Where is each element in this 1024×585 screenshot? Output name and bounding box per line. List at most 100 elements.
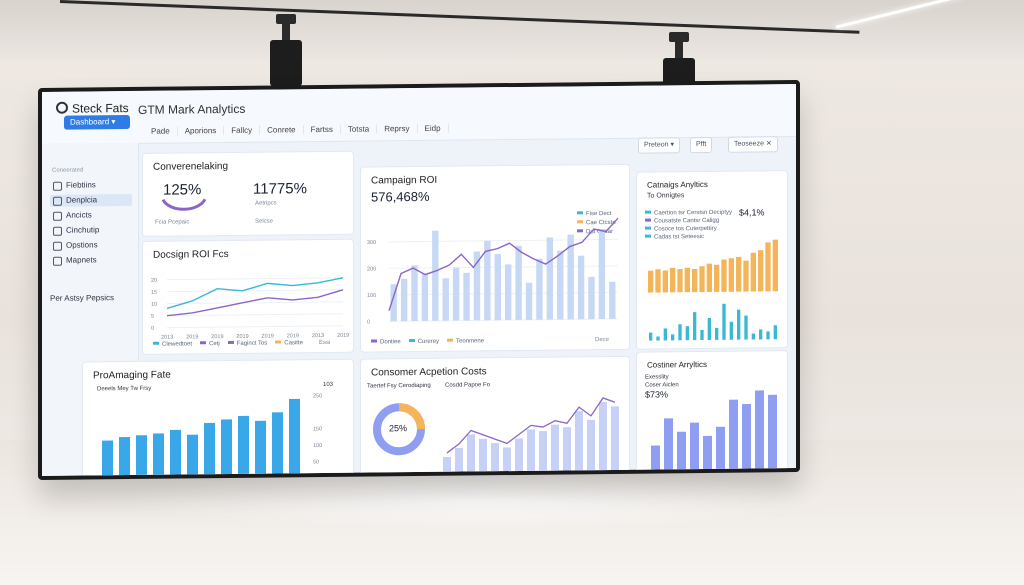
dashboard: Steck Fats GTM Mark Analytics Dashboard …	[42, 84, 796, 476]
tab-1[interactable]: Aporions	[177, 126, 225, 136]
y-tick-label: 0	[151, 326, 154, 332]
legend-entry: Clewedtoet	[153, 341, 193, 348]
card-conversion[interactable]: Converenelaking 125% Fcia Pcepaic 11775%…	[142, 150, 354, 237]
dashboard-button[interactable]: Dashboard ▾	[64, 115, 130, 130]
legend-swatch	[200, 341, 207, 345]
gridline	[167, 277, 343, 281]
ceiling	[0, 0, 1024, 60]
bar-secondary	[737, 309, 741, 340]
bar	[473, 251, 481, 321]
legend-entry: Cetj	[200, 341, 220, 347]
card-title: Catnaigs Anyltics	[647, 179, 708, 190]
card-subtitle-2: Cosdd Papoe Fo	[445, 382, 491, 389]
chart-legend: Clewedtoet Cetj Faginct Tos Casitte	[153, 340, 311, 348]
bar-secondary	[685, 326, 690, 341]
legend-swatch	[645, 218, 651, 222]
brand: Steck Fats	[56, 101, 129, 116]
y-tick-label: 5	[151, 314, 154, 320]
x-tick-label: 2019	[236, 334, 248, 340]
card-acquisition[interactable]: Consomer Acpetion Costs Taertef Fsy Cero…	[360, 355, 630, 476]
bar	[703, 435, 712, 473]
y-tick-label: 0	[367, 320, 370, 326]
tab-0[interactable]: Pade	[144, 126, 178, 136]
sidebar-item-5[interactable]: Mapnets	[50, 254, 132, 267]
bar	[755, 390, 764, 472]
legend-entry: Caertion tsr Cerstsn Deciptyy	[645, 210, 732, 217]
bar	[479, 438, 487, 475]
tab-7[interactable]: Eidp	[417, 123, 449, 134]
bar	[684, 267, 691, 293]
bar	[455, 447, 463, 475]
bar	[557, 250, 564, 320]
legend-swatch	[371, 339, 377, 343]
donut-slice	[373, 403, 425, 456]
tab-3[interactable]: Conrete	[260, 125, 304, 135]
bar-secondary	[744, 315, 748, 340]
card-title: Consomer Acpetion Costs	[371, 366, 487, 379]
control-preteon[interactable]: Preteon ▾	[638, 137, 680, 154]
sidebar-item-0[interactable]: Fiebtiins	[50, 179, 132, 192]
series-line-1	[166, 289, 344, 317]
control-teoseeze[interactable]: Teoseeze ✕	[728, 136, 778, 153]
sidebar-item-4[interactable]: Opstions	[50, 239, 132, 252]
tab-6[interactable]: Reprsy	[377, 124, 418, 134]
bar	[714, 264, 720, 292]
bar	[765, 242, 771, 292]
bar	[515, 245, 522, 320]
bar	[699, 266, 705, 293]
sidebar-heading: Coneerated	[52, 167, 84, 174]
bar	[575, 411, 583, 474]
bar	[587, 419, 595, 474]
bar	[736, 256, 742, 292]
card-campaign-analytics[interactable]: Catnaigs Anyltics To Onnigtes $4,1% Caer…	[636, 170, 788, 350]
card-title: Campaign ROI	[371, 174, 438, 187]
card-campaign-roi[interactable]: Campaign ROI 576,468% Fise Dect Cae Ctcst…	[360, 163, 630, 353]
tab-5[interactable]: Totsta	[340, 124, 378, 134]
sidebar-item-3[interactable]: Cinchutip	[50, 224, 132, 237]
nav-tabs: Pade Aporions Fallcy Conrete Fartss Totsta Rep…	[144, 123, 449, 136]
control-label: Teoseeze	[734, 140, 764, 148]
card-value: 103	[323, 381, 334, 389]
bar	[670, 267, 676, 293]
tab-4[interactable]: Fartss	[303, 124, 341, 135]
x-tick-label: 2013	[312, 333, 324, 339]
app-title: GTM Mark Analytics	[138, 101, 246, 117]
sidebar-item-2[interactable]: Ancicts	[50, 209, 132, 222]
control-pfft[interactable]: Pfft	[690, 136, 713, 154]
dashboard-button-label: Dashboard	[70, 117, 110, 127]
bar-secondary	[671, 334, 675, 341]
legend-swatch	[275, 340, 282, 344]
sidebar-item-label: Denplcia	[66, 195, 98, 205]
bar	[443, 456, 451, 475]
kpi-label: Fcia Pcepaic	[155, 219, 190, 226]
legend-swatch	[408, 339, 415, 343]
bar	[546, 237, 554, 320]
bar	[599, 401, 607, 474]
sidebar-item-1[interactable]: Denplcia	[50, 194, 132, 207]
chart-control[interactable]: Essi	[319, 339, 331, 347]
legend-label: Teonmene	[456, 338, 485, 345]
card-programming[interactable]: ProAmaging Fate Deeels Mey Tw Frsy 103 2…	[82, 358, 354, 476]
bar	[536, 258, 543, 320]
card-subtitle: Exesslity	[645, 374, 669, 381]
card-campaign-line[interactable]: Docsign ROI Fcs 0 5 10 15 20 2013 2019 2019 2019…	[142, 238, 354, 355]
card-title: ProAmaging Fate	[93, 369, 171, 382]
grid-icon	[53, 196, 62, 206]
legend-entry: Teonmene	[447, 338, 485, 345]
tab-2[interactable]: Fallcy	[224, 125, 261, 136]
bar	[170, 429, 181, 476]
chart-control[interactable]: Dece	[595, 337, 610, 344]
bar	[136, 435, 147, 476]
bar	[692, 268, 698, 293]
card-customer[interactable]: Costiner Arryltics Exesslity Coser Aicle…	[636, 350, 788, 476]
legend-entry: Dontiee	[371, 339, 401, 345]
legend-label: Clewedtoet	[162, 341, 193, 348]
x-tick-label: 2019	[211, 334, 223, 340]
bar	[721, 259, 727, 292]
bar-secondary	[678, 324, 682, 341]
donut-chart	[373, 403, 425, 456]
bar	[706, 263, 713, 292]
series-line-0	[166, 277, 344, 310]
bar-secondary	[751, 333, 755, 340]
analytics-value: $4,1%	[739, 207, 765, 218]
